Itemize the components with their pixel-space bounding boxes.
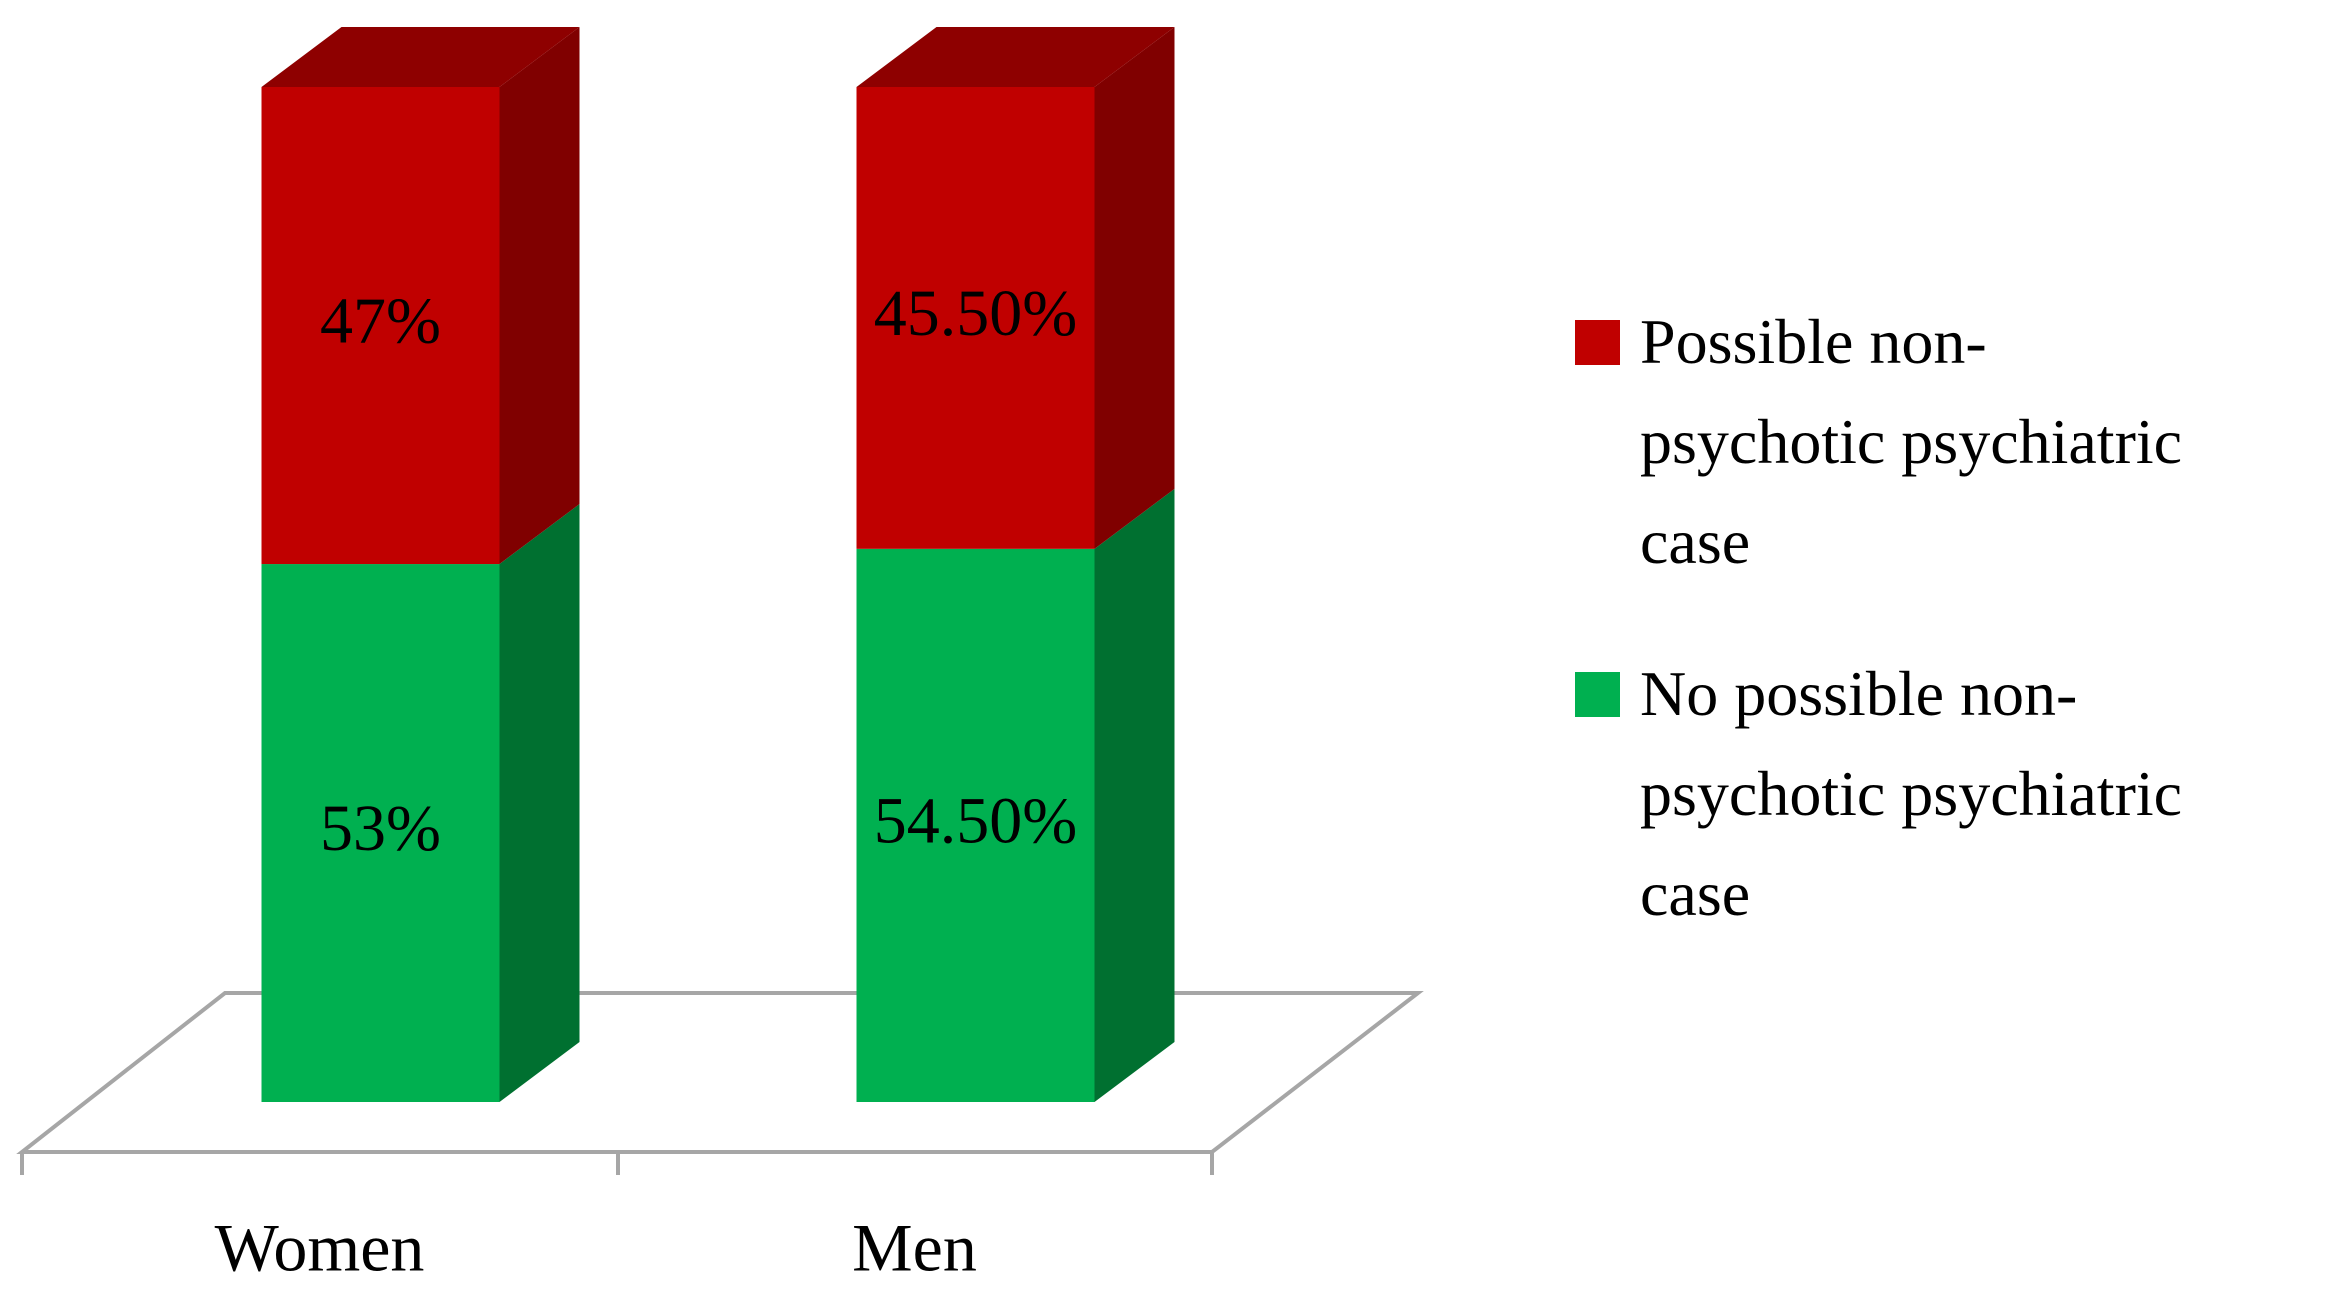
legend-label: No possible non-psychotic psychiatric ca… — [1640, 658, 2183, 929]
legend-swatch — [1575, 320, 1620, 365]
data-label: 53% — [320, 792, 441, 865]
data-label: 45.50% — [874, 277, 1077, 350]
legend-swatch — [1575, 672, 1620, 717]
x-tick-label: Men — [852, 1210, 977, 1286]
data-label: 54.50% — [874, 785, 1077, 858]
bar-top — [856, 27, 1175, 87]
legend-entry: Possible non-psychotic psychiatric case — [1640, 306, 2183, 577]
floor — [16, 991, 1424, 1154]
bar-top — [261, 27, 580, 87]
legend-entry: No possible non-psychotic psychiatric ca… — [1640, 658, 2183, 929]
bar-side — [499, 504, 580, 1102]
x-tick-label: Women — [215, 1210, 425, 1286]
bar-side — [499, 27, 580, 565]
bar-segment — [261, 87, 500, 565]
bar-segment — [261, 564, 500, 1102]
legend-label: Possible non-psychotic psychiatric case — [1640, 306, 2183, 577]
data-label: 47% — [320, 285, 441, 358]
bar-segment — [856, 87, 1095, 549]
bar-side — [1094, 488, 1175, 1102]
bar-segment — [856, 548, 1095, 1102]
bar-side — [1094, 27, 1175, 549]
